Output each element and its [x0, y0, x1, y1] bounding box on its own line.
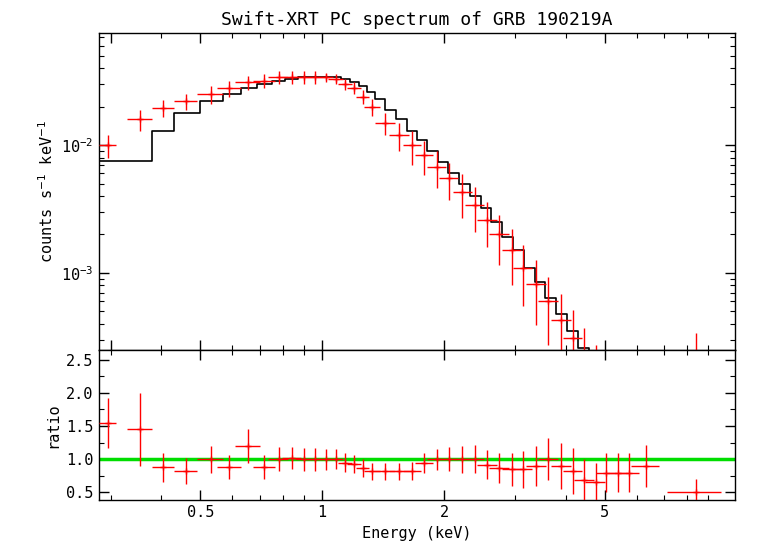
X-axis label: Energy (keV): Energy (keV) [362, 526, 471, 541]
Title: Swift-XRT PC spectrum of GRB 190219A: Swift-XRT PC spectrum of GRB 190219A [221, 11, 612, 29]
Y-axis label: ratio: ratio [45, 402, 61, 448]
Y-axis label: counts s$^{-1}$ keV$^{-1}$: counts s$^{-1}$ keV$^{-1}$ [37, 120, 55, 263]
